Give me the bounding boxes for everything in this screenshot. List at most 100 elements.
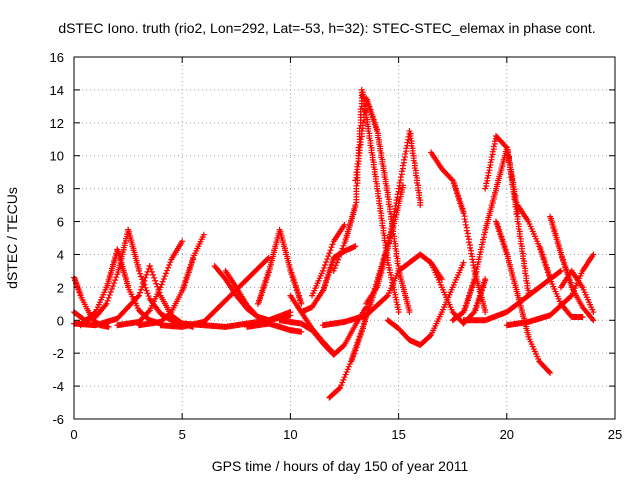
data-point (352, 202, 359, 209)
data-point (388, 225, 395, 232)
data-point (336, 385, 343, 392)
data-point (356, 144, 363, 151)
data-point (346, 361, 353, 368)
data-point (135, 267, 142, 274)
data-point (146, 262, 153, 269)
data-point (138, 273, 145, 280)
data-point (105, 323, 112, 330)
data-point (152, 277, 159, 284)
series-21 (352, 95, 413, 316)
data-point (145, 293, 152, 300)
data-point (103, 300, 110, 307)
data-point (326, 250, 333, 257)
data-point (338, 248, 345, 255)
data-point (329, 241, 336, 248)
series-13 (244, 320, 305, 335)
data-point (134, 293, 141, 300)
data-point (589, 315, 596, 322)
data-point (402, 151, 409, 158)
data-point (135, 292, 142, 299)
data-point (91, 309, 98, 316)
y-tick-label: 12 (50, 116, 64, 131)
data-point (345, 363, 352, 370)
data-point (143, 271, 150, 278)
data-point (298, 300, 305, 307)
data-point (148, 268, 155, 275)
data-point (404, 139, 411, 146)
data-point (333, 259, 340, 266)
data-point (360, 111, 367, 118)
data-point (332, 262, 339, 269)
x-tick-label: 10 (283, 427, 297, 442)
data-point (460, 210, 467, 217)
data-point (355, 152, 362, 159)
data-point (158, 281, 165, 288)
series-4 (114, 246, 164, 327)
data-point (398, 168, 405, 175)
data-point (166, 261, 173, 268)
plot-frame (73, 56, 616, 420)
data-point (323, 259, 330, 266)
data-point (352, 243, 359, 250)
data-point (319, 267, 326, 274)
data-point (111, 280, 118, 287)
data-point (384, 243, 391, 250)
series-28 (482, 132, 532, 299)
data-point (460, 259, 467, 266)
data-point (320, 264, 327, 271)
data-point (352, 177, 359, 184)
data-point (358, 128, 365, 135)
data-point (147, 265, 154, 272)
series-33 (460, 267, 564, 324)
data-point (140, 280, 147, 287)
data-point (335, 256, 342, 263)
data-point (502, 143, 509, 150)
data-point (108, 286, 115, 293)
data-point (486, 164, 493, 171)
series-7 (114, 238, 186, 329)
data-point (482, 276, 489, 283)
data-point (165, 264, 172, 271)
data-point (106, 291, 113, 298)
data-point (105, 294, 112, 301)
data-point (490, 143, 497, 150)
series-1 (125, 226, 186, 327)
data-point (399, 162, 406, 169)
data-point (391, 208, 398, 215)
data-point (325, 253, 332, 260)
data-point (579, 313, 586, 320)
x-tick-label: 15 (391, 427, 405, 442)
data-point (339, 379, 346, 386)
data-point (590, 251, 597, 258)
data-point (545, 368, 552, 375)
data-point (137, 270, 144, 277)
data-point (359, 119, 366, 126)
data-point (353, 182, 360, 189)
data-point (385, 237, 392, 244)
y-tick-label: 6 (57, 215, 64, 230)
data-point (383, 293, 390, 300)
y-tick-label: 2 (57, 280, 64, 295)
data-point (341, 221, 348, 228)
x-tick-label: 0 (70, 427, 77, 442)
data-point (112, 277, 119, 284)
data-point (395, 309, 402, 316)
series-14 (254, 226, 305, 307)
data-point (482, 185, 489, 192)
data-point (567, 293, 574, 300)
data-point (102, 302, 109, 309)
data-point (395, 185, 402, 192)
data-point (462, 221, 469, 228)
data-point (341, 374, 348, 381)
series-17 (309, 221, 348, 299)
data-point (463, 227, 470, 234)
data-point (287, 309, 294, 316)
data-point (342, 371, 349, 378)
data-point (390, 214, 397, 221)
data-point (160, 275, 167, 282)
data-point (137, 289, 144, 296)
data-point (161, 273, 168, 280)
